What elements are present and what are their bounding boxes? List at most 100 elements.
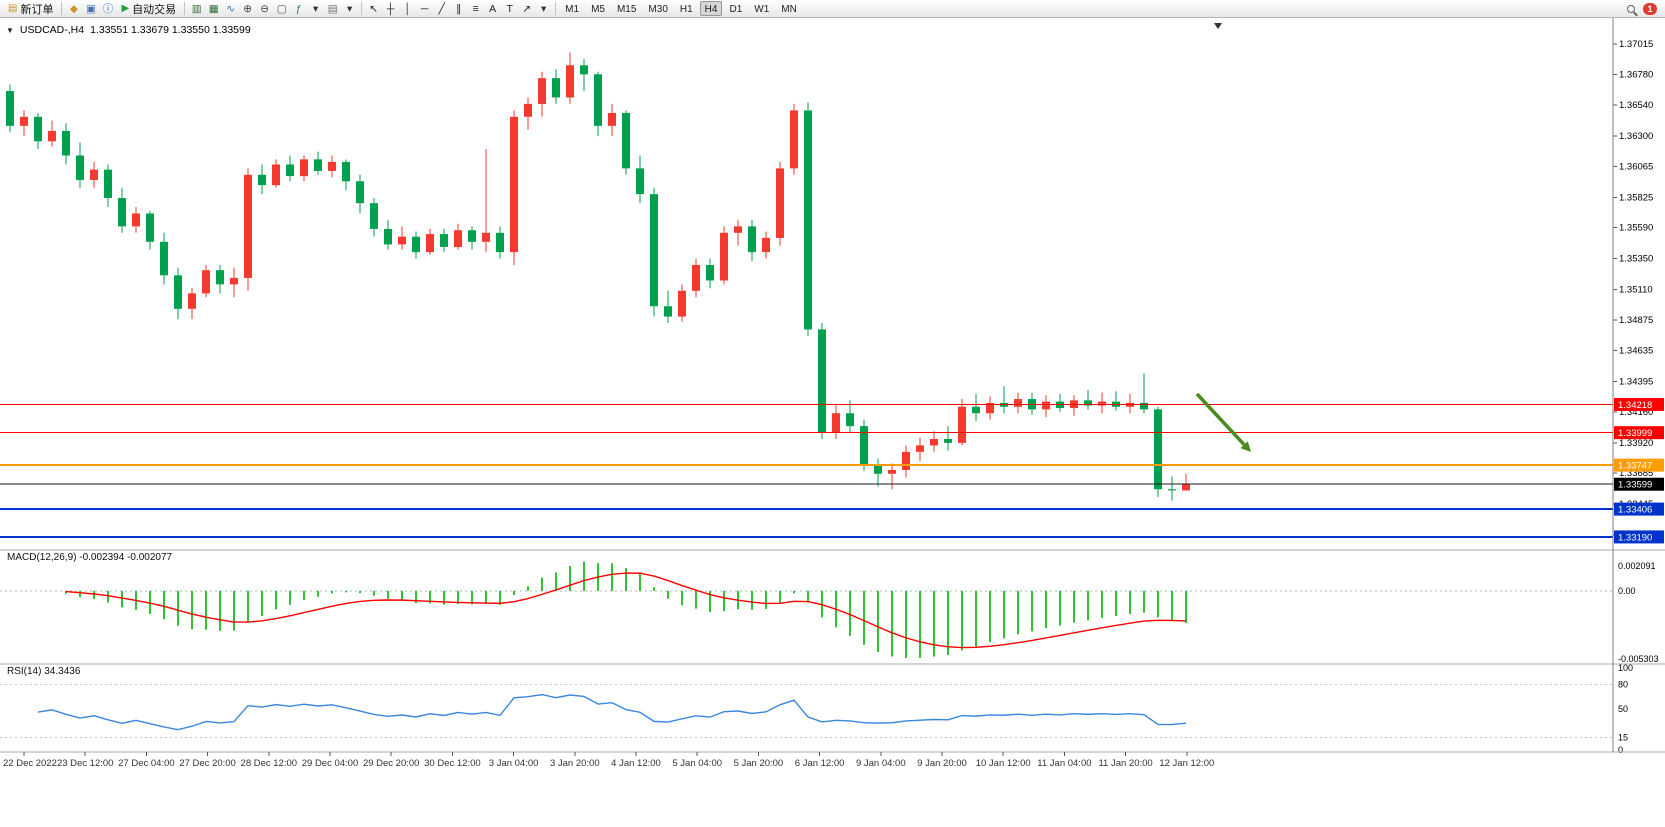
price-tick: 1.36780 [1619, 69, 1653, 80]
tile-windows-icon[interactable]: ▢ [276, 2, 287, 15]
search-icon[interactable] [1627, 4, 1635, 13]
level-price-label-bg [1614, 530, 1664, 544]
candle-body [496, 232, 504, 253]
time-label: 9 Jan 20:00 [917, 758, 967, 769]
candle-body [230, 277, 238, 285]
indicators-icon[interactable]: ƒ [295, 2, 302, 15]
cursor-icon[interactable]: ↖ [369, 2, 379, 15]
line-chart-icon[interactable]: ∿ [226, 2, 236, 15]
candle-body [342, 161, 350, 182]
new-chart-icon[interactable]: ▣ [85, 2, 96, 15]
price-chart-canvas[interactable]: 1.37015 1.36780 1.36540 1.36300 1.36065 1.358… [0, 18, 1665, 827]
timeframe-h4[interactable]: H4 [699, 1, 723, 16]
time-label: 27 Dec 04:00 [118, 758, 175, 769]
candle-body [412, 236, 420, 253]
time-label: 5 Jan 04:00 [672, 758, 722, 769]
candle-body [468, 230, 476, 242]
rsi-line [37, 693, 1187, 731]
price-tick: 1.33685 [1619, 468, 1653, 479]
horizontal-line-icon[interactable]: ─ [420, 2, 429, 15]
candle-body [944, 438, 952, 443]
candle-body [762, 237, 770, 253]
channel-icon[interactable]: ∥ [456, 2, 462, 15]
vertical-line-icon[interactable]: │ [404, 2, 411, 15]
price-tick: 1.34875 [1619, 315, 1653, 326]
time-label: 6 Jan 12:00 [795, 758, 845, 769]
candle-body [20, 116, 28, 126]
candle-body [216, 270, 224, 285]
candle-body [930, 438, 938, 446]
level-price-label-bg [1614, 502, 1664, 516]
time-label: 11 Jan 20:00 [1098, 758, 1152, 769]
candle-body [384, 228, 392, 245]
candle-body [608, 112, 616, 126]
candle-body [1154, 409, 1162, 490]
price-tick: 1.35110 [1619, 284, 1653, 295]
timeframe-h1[interactable]: H1 [679, 4, 693, 15]
shapes-dropdown-icon[interactable]: ▾ [541, 2, 547, 15]
level-price-label: 1.33406 [1618, 505, 1652, 516]
metaeditor-icon[interactable]: ◆ [69, 2, 78, 15]
label-icon[interactable]: T [506, 2, 513, 15]
one-click-trading-collapse-icon[interactable]: ▼ [6, 25, 14, 35]
new-order-button[interactable]: ▤ 新订单 [3, 1, 58, 17]
macd-axis-label: 0.002091 [1618, 561, 1656, 571]
bar-chart-icon[interactable]: ▥ [191, 2, 202, 15]
timeframe-m5[interactable]: M5 [591, 4, 605, 15]
templates-icon[interactable]: ▤ [327, 2, 338, 15]
time-label: 9 Jan 04:00 [856, 758, 906, 769]
auto-trading-button[interactable]: ▶ 自动交易 [116, 1, 181, 17]
timeframe-m1[interactable]: M1 [565, 4, 580, 15]
notification-badge[interactable]: 1 [1643, 2, 1657, 15]
fibonacci-icon[interactable]: ≡ [472, 2, 479, 15]
time-label: 28 Dec 12:00 [241, 758, 298, 769]
time-axis: 22 Dec 2022 23 Dec 12:00 27 Dec 04:00 27 De… [3, 752, 1214, 769]
text-icon[interactable]: A [489, 2, 497, 15]
price-tick: 1.36540 [1619, 100, 1653, 111]
main-pane [6, 52, 1190, 501]
arrow-annotation[interactable] [1195, 392, 1246, 446]
chart-window[interactable]: 1.37015 1.36780 1.36540 1.36300 1.36065 1.358… [0, 18, 1665, 827]
candle-body [300, 159, 308, 177]
toolbar-separator [555, 2, 557, 15]
zoom-in-icon[interactable]: ⊕ [243, 2, 253, 15]
candle-body [482, 232, 490, 242]
candle-body [678, 290, 686, 317]
shapes-icon[interactable]: ↗ [522, 2, 532, 15]
zoom-out-icon[interactable]: ⊖ [260, 2, 270, 15]
candle-body [34, 116, 42, 142]
timeframe-w1[interactable]: W1 [754, 4, 770, 15]
level-price-label: 1.33747 [1618, 461, 1652, 472]
indicators-dropdown-icon[interactable]: ▾ [313, 2, 319, 15]
trendline-icon[interactable]: ╱ [438, 2, 445, 15]
time-label: 12 Jan 12:00 [1159, 758, 1214, 769]
candle-body [1098, 401, 1106, 406]
candle-body [664, 306, 672, 317]
candle-body [1182, 484, 1190, 491]
candle-body [538, 78, 546, 104]
templates-dropdown-icon[interactable]: ▾ [347, 2, 353, 15]
candle-body [356, 181, 364, 204]
help-icon[interactable]: ⓘ [102, 2, 114, 15]
macd-axis-label: -0.005303 [1618, 654, 1659, 664]
timeframe-mn[interactable]: MN [781, 4, 797, 15]
level-price-label: 1.33999 [1618, 428, 1652, 439]
rsi-indicator-label: RSI(14) 34.3436 [5, 666, 83, 677]
candle-body [958, 406, 966, 443]
timeframe-d1[interactable]: D1 [729, 4, 743, 15]
candle-body [48, 130, 56, 142]
candle-body [6, 91, 14, 126]
macd-axis-label: 0.00 [1618, 586, 1636, 596]
candle-body [188, 293, 196, 309]
candle-body [832, 413, 840, 433]
chart-shift-marker[interactable] [1214, 23, 1222, 29]
crosshair-icon[interactable]: ┼ [386, 2, 395, 15]
candle-body [244, 174, 252, 278]
candle-body [804, 110, 812, 330]
candle-body [202, 270, 210, 294]
timeframe-m15[interactable]: M15 [616, 4, 637, 15]
candle-body [902, 451, 910, 470]
candle-body [580, 65, 588, 75]
candlestick-chart-icon[interactable]: ▦ [208, 2, 219, 15]
timeframe-m30[interactable]: M30 [648, 4, 668, 15]
